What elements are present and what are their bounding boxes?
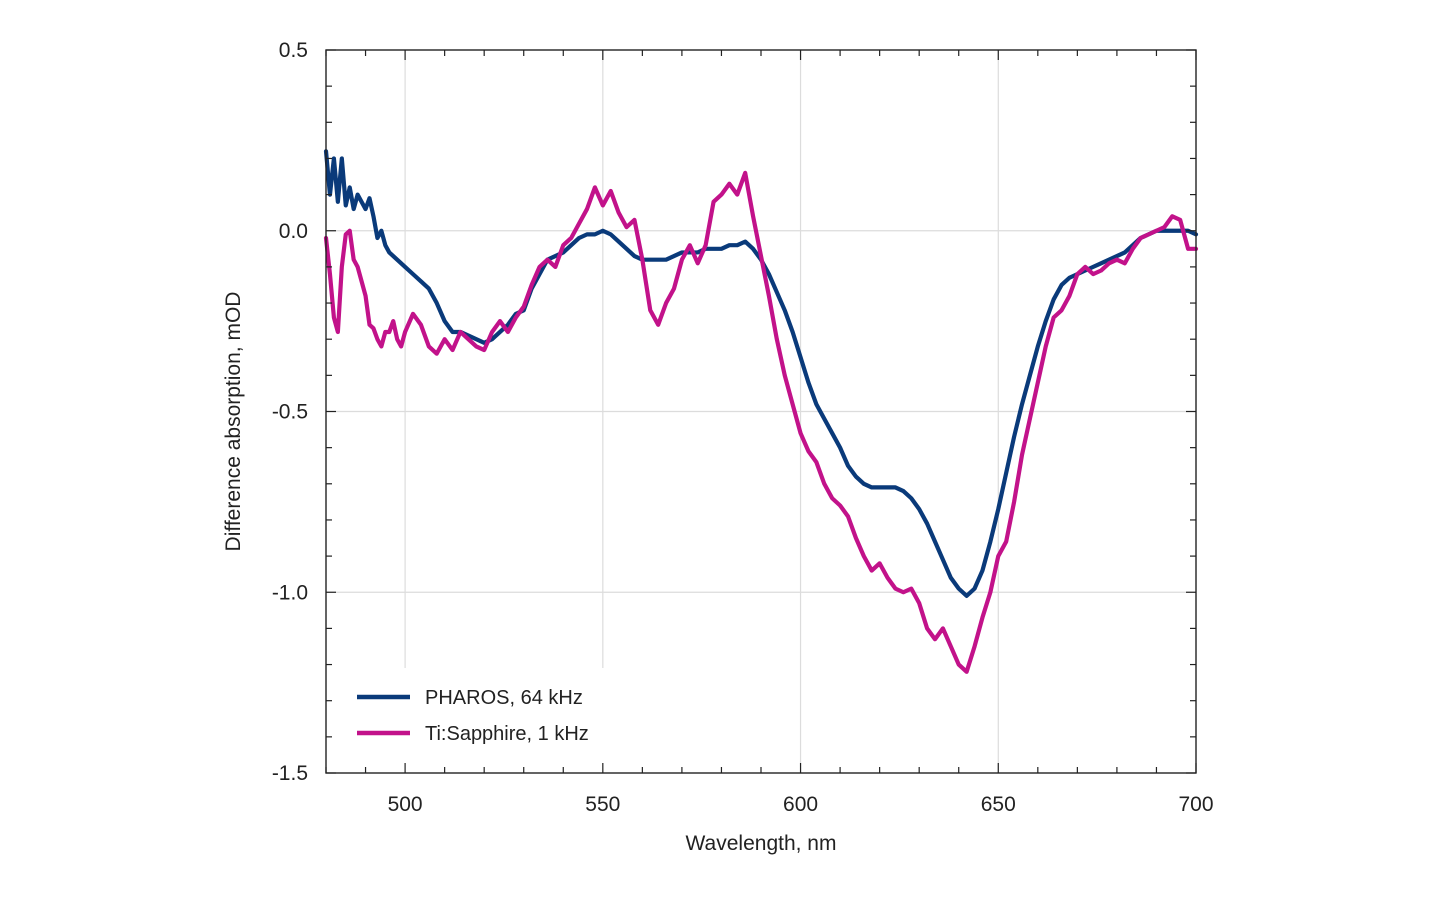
series-line-pharos bbox=[323, 149, 1199, 598]
series-layer bbox=[323, 149, 1199, 674]
x-tick-label: 550 bbox=[585, 793, 620, 816]
legend-label-pharos: PHAROS, 64 kHz bbox=[425, 687, 583, 709]
plot-frame bbox=[325, 49, 1197, 774]
y-tick-label: -0.5 bbox=[272, 401, 308, 424]
y-axis-title: Difference absorption, mOD bbox=[222, 292, 245, 552]
tick-layer bbox=[325, 49, 1197, 774]
x-axis-title: Wavelength, nm bbox=[686, 832, 837, 855]
x-tick-labels: 500 550 600 650 700 bbox=[388, 793, 1214, 816]
x-tick-label: 600 bbox=[783, 793, 818, 816]
y-tick-label: -1.5 bbox=[272, 762, 308, 785]
series-line-ti-sapphire bbox=[323, 170, 1199, 674]
x-tick-label: 700 bbox=[1178, 793, 1213, 816]
y-tick-labels: 0.5 0.0 -0.5 -1.0 -1.5 bbox=[272, 39, 308, 785]
y-tick-label: 0.0 bbox=[279, 220, 308, 243]
x-tick-label: 650 bbox=[981, 793, 1016, 816]
x-tick-label: 500 bbox=[388, 793, 423, 816]
y-tick-label: 0.5 bbox=[279, 39, 308, 62]
legend-label-ti-sapphire: Ti:Sapphire, 1 kHz bbox=[425, 723, 589, 745]
grid-layer bbox=[326, 50, 1196, 773]
y-tick-label: -1.0 bbox=[272, 581, 308, 604]
legend: PHAROS, 64 kHz Ti:Sapphire, 1 kHz bbox=[357, 687, 589, 745]
